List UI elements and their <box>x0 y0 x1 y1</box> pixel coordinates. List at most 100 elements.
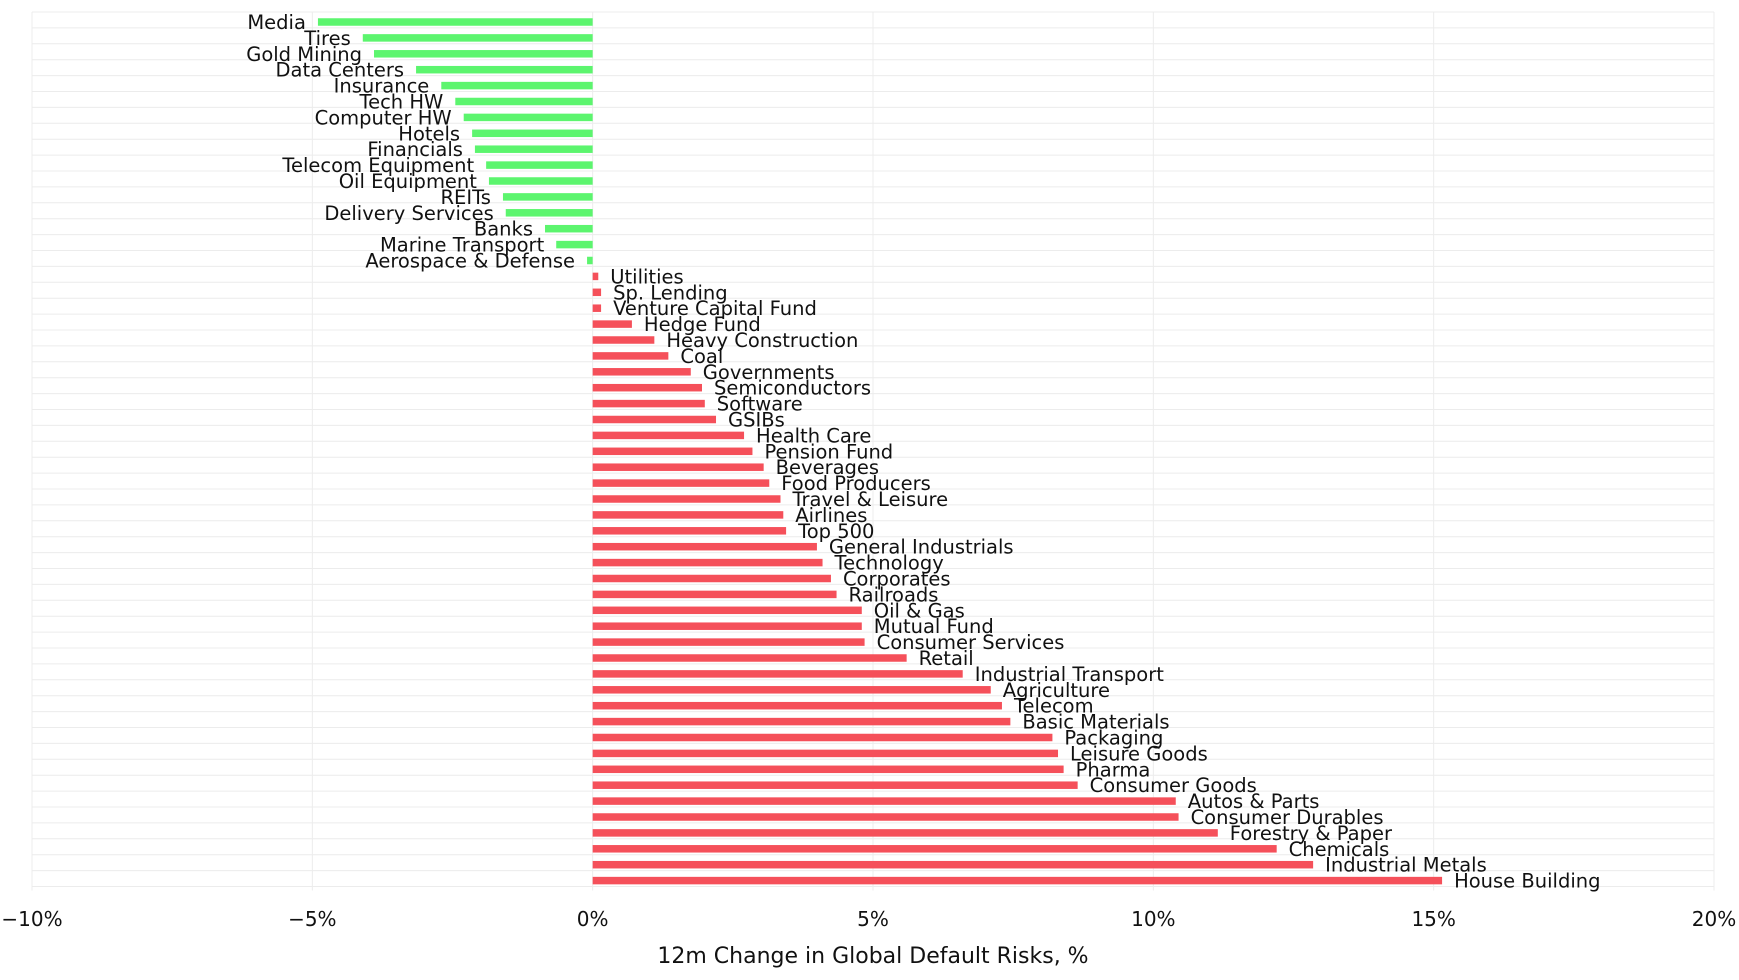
bar <box>592 765 1064 774</box>
category-label: Corporates <box>843 568 951 591</box>
bar <box>416 65 593 74</box>
category-label: Pharma <box>1076 758 1151 781</box>
bar <box>592 590 837 599</box>
category-label: Pension Fund <box>764 440 893 463</box>
bars <box>317 18 1443 885</box>
bar <box>592 479 770 487</box>
category-label: Utilities <box>610 265 683 288</box>
category-label: Oil Equipment <box>339 170 478 193</box>
bar <box>592 813 1179 821</box>
category-label: Food Producers <box>781 472 931 495</box>
category-label: Consumer Goods <box>1090 774 1257 797</box>
category-label: Hedge Fund <box>644 313 761 336</box>
bar <box>592 638 865 646</box>
bar <box>317 18 593 26</box>
category-label: Tires <box>303 27 350 50</box>
bar <box>592 733 1053 742</box>
category-label: Industrial Metals <box>1325 854 1487 877</box>
category-label: Autos & Parts <box>1188 790 1320 813</box>
bar <box>592 686 991 694</box>
category-label: Agriculture <box>1003 679 1110 702</box>
bar <box>505 209 593 217</box>
bar <box>486 161 593 169</box>
bar <box>592 829 1218 837</box>
bar <box>592 527 787 535</box>
category-label: Marine Transport <box>380 234 545 257</box>
bar <box>592 495 781 503</box>
bar <box>592 781 1078 789</box>
x-tick-label: −10% <box>1 907 62 931</box>
category-label: Forestry & Paper <box>1230 822 1393 845</box>
category-label: Technology <box>834 552 944 575</box>
bar <box>502 193 593 201</box>
category-label: Health Care <box>756 424 871 447</box>
bar <box>592 860 1314 869</box>
category-label: Venture Capital Fund <box>613 297 817 320</box>
x-axis-title: 12m Change in Global Default Risks, % <box>657 944 1088 969</box>
bar <box>592 542 817 551</box>
category-label: Tech HW <box>358 91 443 114</box>
category-label: Coal <box>680 345 723 368</box>
x-tick-label: 5% <box>857 907 889 931</box>
bar <box>592 749 1059 758</box>
x-axis-ticks: −10% −5% 0% 5% 10% 15% 20% <box>1 907 1736 931</box>
bar <box>488 177 593 185</box>
bar <box>592 606 862 615</box>
category-label: Retail <box>919 647 974 670</box>
bar <box>592 717 1011 726</box>
category-label: GSIBs <box>728 409 785 432</box>
bar <box>362 34 593 42</box>
bar <box>592 431 745 440</box>
category-label: Oil & Gas <box>874 599 965 622</box>
category-label: Financials <box>367 138 463 161</box>
category-label: Sp. Lending <box>613 281 728 304</box>
bar <box>545 224 593 233</box>
category-label: Heavy Construction <box>666 329 858 352</box>
bar <box>592 399 705 408</box>
bar <box>592 654 907 662</box>
bar <box>592 288 602 297</box>
category-label: House Building <box>1454 870 1600 893</box>
x-tick-label: 10% <box>1131 907 1175 931</box>
bar <box>592 511 784 519</box>
bar <box>592 368 691 376</box>
bar <box>592 845 1277 853</box>
category-label: Hotels <box>398 122 460 145</box>
x-tick-label: −5% <box>288 907 337 931</box>
category-label: Aerospace & Defense <box>365 250 575 273</box>
category-label: Data Centers <box>275 59 404 82</box>
bar <box>592 320 632 328</box>
bar <box>587 256 593 265</box>
category-label: Railroads <box>849 583 939 606</box>
category-label: Industrial Transport <box>975 663 1165 686</box>
category-label: Telecom Equipment <box>281 154 474 177</box>
category-label: Software <box>717 393 803 416</box>
bar <box>592 415 717 424</box>
bar <box>592 383 702 392</box>
category-label: Banks <box>474 218 533 241</box>
bar <box>592 701 1002 710</box>
category-label: Semiconductors <box>714 377 871 400</box>
bar <box>592 336 655 344</box>
bar <box>472 129 593 138</box>
bar <box>592 463 764 471</box>
bar <box>592 876 1443 885</box>
grid-lines <box>31 11 1715 891</box>
bar <box>441 81 593 90</box>
category-label: Mutual Fund <box>874 615 994 638</box>
category-label: Beverages <box>776 456 879 479</box>
category-label: Consumer Durables <box>1191 806 1384 829</box>
bar <box>455 97 593 106</box>
bar <box>592 352 669 360</box>
category-label: Travel & Leisure <box>791 488 948 511</box>
bar <box>592 304 602 312</box>
category-label: Top 500 <box>797 520 874 543</box>
category-label: REITs <box>440 186 490 209</box>
bar <box>592 558 823 567</box>
x-tick-label: 20% <box>1692 907 1736 931</box>
bar <box>474 145 593 153</box>
category-label: Packaging <box>1064 727 1163 750</box>
bar <box>592 622 862 630</box>
category-label: Computer HW <box>315 106 452 129</box>
